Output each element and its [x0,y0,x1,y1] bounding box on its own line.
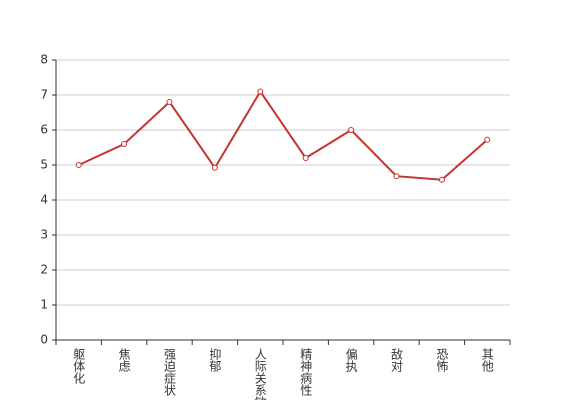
x-tick-label: 强迫症状 [163,348,177,396]
x-tick-label: 恐怖 [435,348,449,372]
line [78,89,488,181]
y-tick-label: 4 [40,193,48,207]
x-tick-label: 精神病性 [299,348,313,397]
x-tick-label: 偏执 [344,347,358,373]
point [121,141,128,147]
y-tick-label: 3 [40,228,48,242]
x-tick-label: 躯体化 [72,347,86,385]
point [211,164,218,171]
point [438,176,445,183]
point [257,88,264,95]
point [302,155,309,161]
y-tick-label: 1 [40,298,48,312]
y-tick-label: 0 [40,333,48,347]
x-tick-label: 抑郁 [208,347,222,373]
x-tick-label: 焦虑 [117,348,131,372]
point [166,99,173,105]
x-tick-label: 其他 [480,348,494,372]
x-tick-label: 敌对 [390,347,404,372]
y-tick-label: 5 [40,158,48,172]
y-tick-label: 2 [40,263,48,277]
x-tick-label: 人际关系敏感 [253,348,267,400]
y-tick-label: 6 [40,123,48,137]
point [484,136,491,143]
point [348,127,355,133]
point [393,173,400,180]
y-tick-label: 8 [40,53,48,67]
y-tick-label: 7 [40,88,48,102]
point [75,162,82,168]
